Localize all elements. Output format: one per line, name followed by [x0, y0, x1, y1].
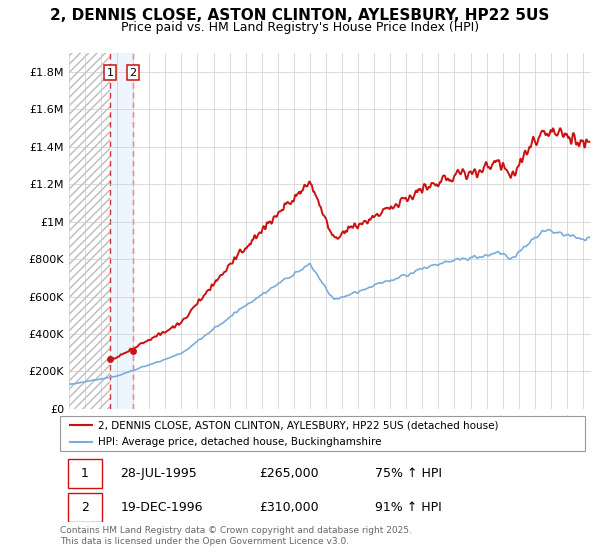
Text: 1: 1 [107, 68, 114, 78]
Text: 2, DENNIS CLOSE, ASTON CLINTON, AYLESBURY, HP22 5US (detached house): 2, DENNIS CLOSE, ASTON CLINTON, AYLESBUR… [98, 420, 499, 430]
FancyBboxPatch shape [68, 459, 102, 488]
Text: £265,000: £265,000 [260, 467, 319, 480]
Text: HPI: Average price, detached house, Buckinghamshire: HPI: Average price, detached house, Buck… [98, 437, 382, 447]
FancyBboxPatch shape [68, 493, 102, 522]
Text: 75% ↑ HPI: 75% ↑ HPI [375, 467, 442, 480]
Text: 2, DENNIS CLOSE, ASTON CLINTON, AYLESBURY, HP22 5US: 2, DENNIS CLOSE, ASTON CLINTON, AYLESBUR… [50, 8, 550, 24]
FancyBboxPatch shape [60, 416, 585, 451]
Text: 2: 2 [129, 68, 136, 78]
Text: 1: 1 [81, 467, 89, 480]
Bar [69, 53, 110, 409]
Text: 2: 2 [81, 501, 89, 515]
Bar [110, 53, 133, 409]
Text: 91% ↑ HPI: 91% ↑ HPI [375, 501, 442, 515]
Text: Price paid vs. HM Land Registry's House Price Index (HPI): Price paid vs. HM Land Registry's House … [121, 21, 479, 34]
Text: Contains HM Land Registry data © Crown copyright and database right 2025.
This d: Contains HM Land Registry data © Crown c… [60, 526, 412, 546]
Text: 19-DEC-1996: 19-DEC-1996 [121, 501, 203, 515]
Text: 28-JUL-1995: 28-JUL-1995 [121, 467, 197, 480]
Text: £310,000: £310,000 [260, 501, 319, 515]
